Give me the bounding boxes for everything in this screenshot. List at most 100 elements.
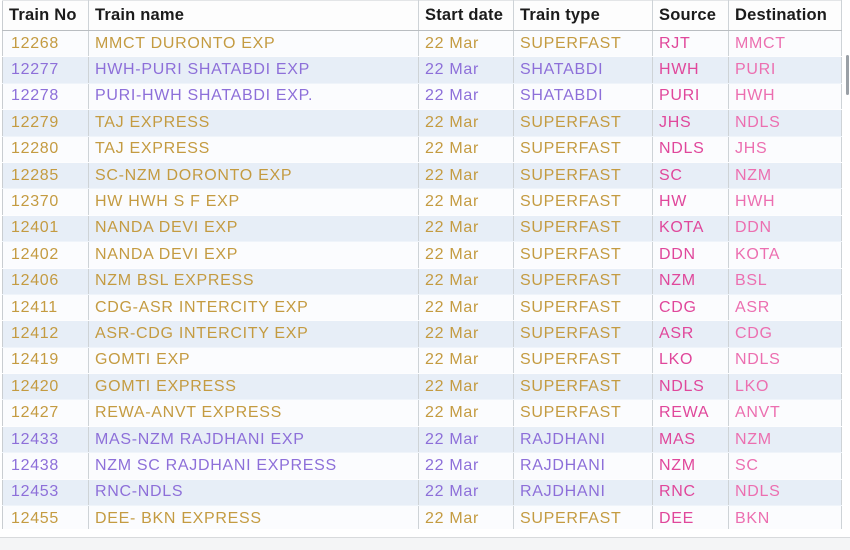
cell-no[interactable]: 12278 xyxy=(2,83,89,111)
cell-date[interactable]: 22 Mar xyxy=(418,83,514,111)
cell-type[interactable]: SUPERFAST xyxy=(513,241,653,269)
cell-no[interactable]: 12268 xyxy=(2,30,89,58)
cell-name[interactable]: NANDA DEVI EXP xyxy=(88,241,419,269)
cell-name[interactable]: NZM BSL EXPRESS xyxy=(88,268,419,295)
cell-name[interactable]: HWH-PURI SHATABDI EXP xyxy=(88,56,419,84)
cell-type[interactable]: SHATABDI xyxy=(513,83,653,111)
cell-source[interactable]: RJT xyxy=(652,30,729,58)
cell-no[interactable]: 12279 xyxy=(2,109,89,137)
cell-name[interactable]: GOMTI EXPRESS xyxy=(88,373,419,401)
cell-name[interactable]: CDG-ASR INTERCITY EXP xyxy=(88,294,419,322)
cell-name[interactable]: GOMTI EXP xyxy=(88,347,419,375)
cell-source[interactable]: NZM xyxy=(652,268,729,295)
cell-no[interactable]: 12280 xyxy=(2,136,89,163)
cell-no[interactable]: 12455 xyxy=(2,505,89,529)
cell-date[interactable]: 22 Mar xyxy=(418,505,514,529)
cell-source[interactable]: HWH xyxy=(652,56,729,84)
cell-no[interactable]: 12277 xyxy=(2,56,89,84)
cell-dest[interactable]: KOTA xyxy=(728,241,842,269)
cell-no[interactable]: 12420 xyxy=(2,373,89,401)
cell-name[interactable]: HW HWH S F EXP xyxy=(88,188,419,216)
cell-date[interactable]: 22 Mar xyxy=(418,136,514,163)
cell-dest[interactable]: SC xyxy=(728,452,842,480)
cell-type[interactable]: SUPERFAST xyxy=(513,320,653,348)
cell-type[interactable]: RAJDHANI xyxy=(513,426,653,454)
cell-no[interactable]: 12427 xyxy=(2,399,89,427)
cell-dest[interactable]: NZM xyxy=(728,426,842,454)
cell-date[interactable]: 22 Mar xyxy=(418,373,514,401)
cell-dest[interactable]: HWH xyxy=(728,83,842,111)
cell-date[interactable]: 22 Mar xyxy=(418,268,514,295)
cell-dest[interactable]: CDG xyxy=(728,320,842,348)
cell-no[interactable]: 12433 xyxy=(2,426,89,454)
cell-name[interactable]: TAJ EXPRESS xyxy=(88,136,419,163)
cell-date[interactable]: 22 Mar xyxy=(418,452,514,480)
cell-dest[interactable]: MMCT xyxy=(728,30,842,58)
cell-dest[interactable]: LKO xyxy=(728,373,842,401)
cell-name[interactable]: TAJ EXPRESS xyxy=(88,109,419,137)
cell-dest[interactable]: NDLS xyxy=(728,109,842,137)
cell-type[interactable]: SUPERFAST xyxy=(513,215,653,243)
cell-no[interactable]: 12438 xyxy=(2,452,89,480)
cell-name[interactable]: MAS-NZM RAJDHANI EXP xyxy=(88,426,419,454)
cell-dest[interactable]: ANVT xyxy=(728,399,842,427)
cell-no[interactable]: 12402 xyxy=(2,241,89,269)
cell-dest[interactable]: DDN xyxy=(728,215,842,243)
cell-source[interactable]: LKO xyxy=(652,347,729,375)
cell-type[interactable]: RAJDHANI xyxy=(513,479,653,507)
cell-date[interactable]: 22 Mar xyxy=(418,162,514,190)
cell-dest[interactable]: ASR xyxy=(728,294,842,322)
cell-type[interactable]: SUPERFAST xyxy=(513,399,653,427)
cell-source[interactable]: KOTA xyxy=(652,215,729,243)
cell-dest[interactable]: NDLS xyxy=(728,347,842,375)
cell-date[interactable]: 22 Mar xyxy=(418,426,514,454)
cell-no[interactable]: 12406 xyxy=(2,268,89,295)
cell-source[interactable]: NDLS xyxy=(652,136,729,163)
vertical-scrollbar-thumb[interactable] xyxy=(846,55,849,95)
cell-type[interactable]: RAJDHANI xyxy=(513,452,653,480)
cell-no[interactable]: 12285 xyxy=(2,162,89,190)
cell-source[interactable]: ASR xyxy=(652,320,729,348)
cell-date[interactable]: 22 Mar xyxy=(418,399,514,427)
cell-date[interactable]: 22 Mar xyxy=(418,241,514,269)
cell-source[interactable]: NDLS xyxy=(652,373,729,401)
cell-type[interactable]: SUPERFAST xyxy=(513,268,653,295)
cell-date[interactable]: 22 Mar xyxy=(418,479,514,507)
cell-dest[interactable]: BKN xyxy=(728,505,842,529)
cell-name[interactable]: REWA-ANVT EXPRESS xyxy=(88,399,419,427)
cell-source[interactable]: DDN xyxy=(652,241,729,269)
cell-no[interactable]: 12401 xyxy=(2,215,89,243)
cell-date[interactable]: 22 Mar xyxy=(418,56,514,84)
cell-no[interactable]: 12370 xyxy=(2,188,89,216)
cell-name[interactable]: RNC-NDLS xyxy=(88,479,419,507)
cell-dest[interactable]: JHS xyxy=(728,136,842,163)
cell-dest[interactable]: PURI xyxy=(728,56,842,84)
cell-source[interactable]: REWA xyxy=(652,399,729,427)
cell-date[interactable]: 22 Mar xyxy=(418,294,514,322)
cell-source[interactable]: DEE xyxy=(652,505,729,529)
cell-type[interactable]: SUPERFAST xyxy=(513,188,653,216)
cell-source[interactable]: RNC xyxy=(652,479,729,507)
cell-source[interactable]: MAS xyxy=(652,426,729,454)
cell-name[interactable]: SC-NZM DORONTO EXP xyxy=(88,162,419,190)
cell-type[interactable]: SUPERFAST xyxy=(513,505,653,529)
cell-source[interactable]: JHS xyxy=(652,109,729,137)
cell-type[interactable]: SUPERFAST xyxy=(513,30,653,58)
cell-no[interactable]: 12419 xyxy=(2,347,89,375)
cell-name[interactable]: ASR-CDG INTERCITY EXP xyxy=(88,320,419,348)
cell-date[interactable]: 22 Mar xyxy=(418,320,514,348)
cell-date[interactable]: 22 Mar xyxy=(418,347,514,375)
cell-dest[interactable]: BSL xyxy=(728,268,842,295)
cell-source[interactable]: NZM xyxy=(652,452,729,480)
cell-dest[interactable]: HWH xyxy=(728,188,842,216)
cell-source[interactable]: CDG xyxy=(652,294,729,322)
cell-date[interactable]: 22 Mar xyxy=(418,215,514,243)
cell-name[interactable]: MMCT DURONTO EXP xyxy=(88,30,419,58)
cell-type[interactable]: SUPERFAST xyxy=(513,109,653,137)
cell-date[interactable]: 22 Mar xyxy=(418,30,514,58)
cell-source[interactable]: SC xyxy=(652,162,729,190)
cell-date[interactable]: 22 Mar xyxy=(418,188,514,216)
cell-dest[interactable]: NZM xyxy=(728,162,842,190)
cell-type[interactable]: SUPERFAST xyxy=(513,347,653,375)
cell-source[interactable]: HW xyxy=(652,188,729,216)
